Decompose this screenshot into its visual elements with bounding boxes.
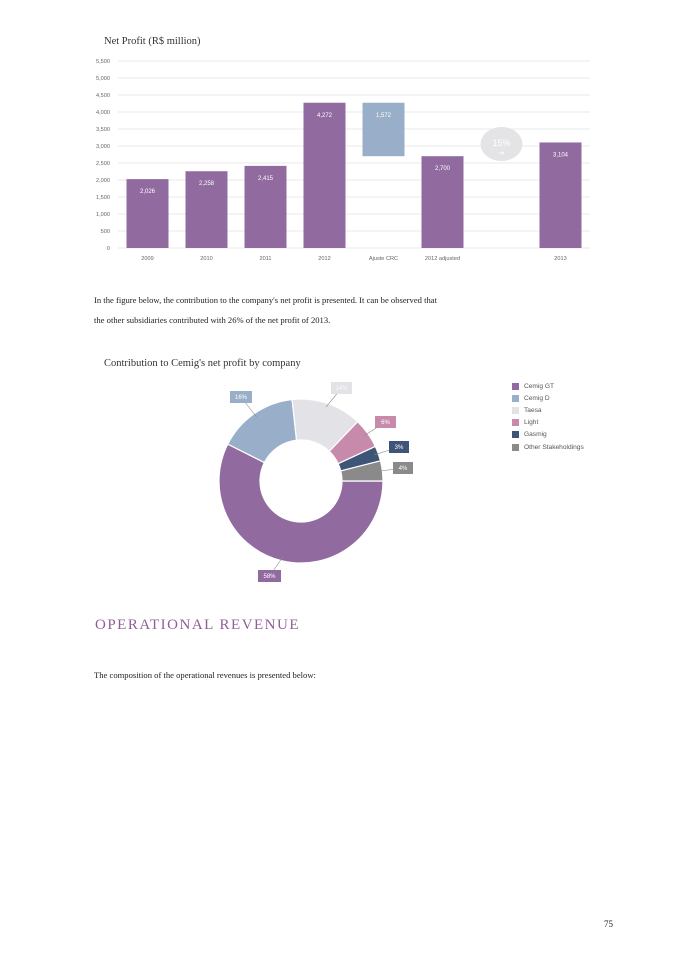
y-tick-label: 0	[107, 246, 110, 252]
y-tick-label: 500	[101, 229, 110, 235]
net-profit-bar-chart: 0 500 1,000 1,500 2,000 2,500 3,000 3,500 4,000 4…	[96, 59, 590, 262]
bar	[303, 102, 346, 248]
slice-data-label: 6%	[381, 420, 390, 426]
slice-data-label: 14%	[335, 386, 348, 392]
slice-label-box	[375, 416, 396, 428]
bar	[126, 179, 169, 248]
bar	[421, 156, 464, 248]
slice-label-box	[230, 391, 252, 403]
legend-swatch-cemig-gt	[512, 382, 519, 390]
arrow-right-icon	[498, 151, 505, 155]
y-tick-label: 2,500	[96, 161, 110, 167]
bar-data-label: 2,026	[140, 189, 156, 195]
y-tick-label: 5,500	[96, 59, 110, 65]
x-tick-label: 2013	[554, 256, 566, 262]
section-heading: OPERATIONAL REVENUE	[95, 617, 301, 633]
page-number: 75	[604, 919, 613, 929]
bar	[185, 171, 228, 248]
legend-item: Light	[512, 417, 584, 429]
pie-legend: Cemig GT Cemig D Taesa Light Gasmig Othe…	[512, 380, 584, 453]
legend-swatch-taesa	[512, 406, 519, 414]
x-tick-label: 2012	[318, 256, 330, 262]
slice-label-box	[331, 382, 352, 394]
legend-label: Light	[524, 419, 539, 427]
y-tick-label: 4,000	[96, 110, 110, 116]
intro-paragraph-line-1: In the figure below, the contribution to…	[94, 295, 437, 305]
legend-item: Other Stakeholdings	[512, 441, 584, 453]
x-tick-label: 2010	[200, 256, 212, 262]
slice-data-label: 3%	[395, 445, 404, 451]
legend-label: Taesa	[524, 406, 542, 414]
y-tick-label: 4,500	[96, 93, 110, 99]
slice-label-box	[393, 462, 413, 474]
y-tick-label: 2,000	[96, 178, 110, 184]
bar	[362, 102, 405, 157]
legend-label: Gasmig	[524, 431, 547, 439]
legend-swatch-other-stakeholdings	[512, 443, 519, 451]
y-tick-label: 3,500	[96, 127, 110, 133]
legend-item: Taesa	[512, 404, 584, 416]
legend-item: Gasmig	[512, 429, 584, 441]
slice-data-label: 4%	[399, 466, 408, 472]
y-tick-label: 1,000	[96, 212, 110, 218]
bar-chart-title: Net Profit (R$ million)	[104, 36, 201, 47]
legend-label: Cemig D	[524, 394, 550, 402]
legend-label: Cemig GT	[524, 382, 555, 390]
pie-chart-title: Contribution to Cemig's net profit by co…	[104, 358, 301, 369]
legend-label: Other Stakeholdings	[524, 443, 584, 451]
x-tick-label: 2009	[141, 256, 153, 262]
contribution-donut-chart: 58% 16% 14% 6% 3% 4%	[218, 382, 413, 582]
y-tick-label: 3,000	[96, 144, 110, 150]
slice-label-box	[258, 570, 281, 582]
x-tick-label: 2011	[259, 256, 271, 262]
slice-data-label: 16%	[235, 395, 248, 401]
legend-swatch-cemig-d	[512, 394, 519, 402]
legend-item: Cemig GT	[512, 380, 584, 392]
operational-revenue-paragraph: The composition of the operational reven…	[94, 670, 316, 680]
x-tick-label: 2012 adjusted	[425, 256, 460, 262]
bar-data-label: 1,572	[376, 113, 392, 119]
y-tick-label: 5,000	[96, 76, 110, 82]
x-tick-label: Ajuste CRC	[369, 256, 398, 262]
y-tick-label: 1,500	[96, 195, 110, 201]
growth-badge-label: 15%	[492, 138, 510, 148]
slice-label-box	[389, 441, 409, 453]
intro-paragraph-line-2: the other subsidiaries contributed with …	[94, 315, 331, 325]
donut-slice	[340, 460, 384, 482]
bar-data-label: 4,272	[317, 113, 333, 119]
bar-data-label: 2,700	[435, 166, 451, 172]
legend-swatch-gasmig	[512, 431, 519, 439]
bar-data-label: 3,104	[553, 152, 569, 158]
legend-item: Cemig D	[512, 392, 584, 404]
growth-badge	[480, 127, 523, 161]
slice-data-label: 58%	[263, 574, 276, 580]
bar-data-label: 2,415	[258, 176, 274, 182]
bar-data-label: 2,258	[199, 181, 215, 187]
bar	[539, 142, 582, 248]
legend-swatch-light	[512, 419, 519, 427]
donut-slice	[218, 443, 384, 564]
bar	[244, 165, 287, 248]
